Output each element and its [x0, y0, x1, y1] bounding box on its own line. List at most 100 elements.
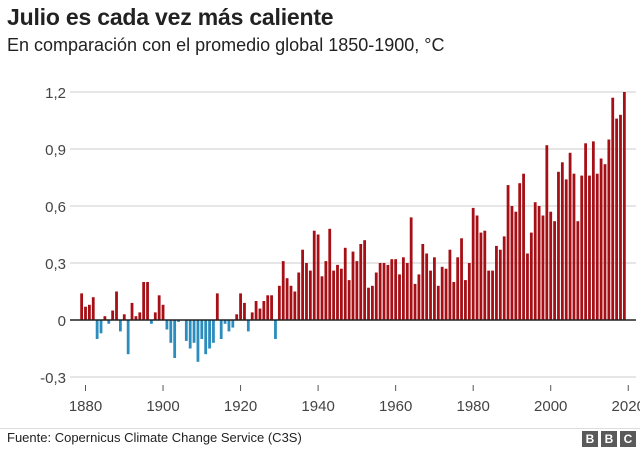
bar	[250, 312, 254, 320]
bar	[436, 285, 440, 320]
bar	[526, 253, 529, 320]
source-note: Fuente: Copernicus Climate Change Servic…	[7, 430, 302, 445]
bar	[549, 211, 553, 320]
bar	[615, 118, 619, 320]
bar	[270, 295, 273, 320]
bar	[359, 244, 363, 320]
bar	[297, 272, 301, 320]
axes: -0,3 0 0,3 0,6 0,9 1,2 1880 1900 1920 1940 1960 198…	[40, 85, 640, 415]
y-tick-label: 0,9	[45, 142, 66, 159]
bar	[452, 282, 456, 320]
bar	[557, 171, 560, 320]
bar	[320, 276, 324, 320]
bar	[502, 236, 506, 320]
bar	[328, 228, 332, 320]
bar	[440, 266, 444, 320]
bar	[433, 257, 436, 320]
bar	[599, 158, 603, 320]
bar	[305, 263, 308, 320]
y-tick-label: 0	[58, 313, 66, 330]
bbc-logo: B B C	[582, 431, 636, 447]
bar	[312, 230, 316, 320]
bar	[258, 308, 262, 320]
bar	[130, 302, 134, 320]
bar	[339, 268, 343, 320]
bar	[243, 302, 246, 320]
footer-divider	[0, 428, 640, 429]
bar	[402, 257, 405, 320]
bar	[103, 316, 107, 320]
bar	[91, 297, 95, 320]
bar	[196, 320, 200, 362]
bar	[355, 261, 359, 320]
bar	[285, 278, 289, 320]
bar	[483, 230, 487, 320]
bar	[514, 211, 518, 320]
bar	[95, 320, 99, 339]
bar	[161, 304, 165, 320]
bar	[254, 301, 258, 320]
bar	[533, 202, 537, 320]
bar	[405, 263, 409, 320]
bar	[510, 206, 514, 320]
bar	[165, 320, 169, 330]
bar	[460, 238, 463, 320]
bar-chart: -0,3 0 0,3 0,6 0,9 1,2 1880 1900 1920 1940 1960 198…	[40, 85, 640, 415]
bar	[246, 320, 250, 332]
bar	[398, 274, 401, 320]
logo-letter: B	[582, 431, 598, 447]
bar	[301, 249, 304, 320]
bar	[215, 293, 219, 320]
x-tick-label: 2020	[612, 398, 640, 415]
bar	[367, 287, 370, 320]
bar	[111, 310, 115, 320]
bar	[277, 285, 281, 320]
bar	[588, 175, 591, 320]
bar	[231, 320, 235, 328]
x-tick-label: 1880	[69, 398, 102, 415]
bar	[506, 185, 510, 320]
y-tick-label: 0,3	[45, 256, 66, 273]
y-tick-label: 0,6	[45, 199, 66, 216]
bar	[467, 263, 471, 320]
bar	[417, 274, 421, 320]
bar	[409, 217, 413, 320]
bar	[219, 320, 223, 339]
bar	[87, 304, 91, 320]
bar	[390, 259, 394, 320]
bar	[274, 320, 277, 339]
x-tick-label: 1920	[224, 398, 257, 415]
bar	[394, 259, 398, 320]
bar	[192, 320, 196, 343]
bar	[293, 291, 297, 320]
y-tick-label: 1,2	[45, 85, 66, 102]
bar	[386, 264, 390, 320]
bar	[611, 97, 615, 320]
bar	[188, 320, 192, 349]
bar	[448, 249, 452, 320]
bar	[134, 316, 138, 320]
bar	[495, 245, 498, 320]
bar	[595, 173, 599, 320]
bar	[425, 253, 429, 320]
bar	[576, 221, 580, 320]
bar	[580, 175, 584, 320]
bar	[173, 320, 177, 358]
bar	[572, 173, 576, 320]
bar	[122, 314, 126, 320]
bar	[382, 263, 386, 320]
bar	[529, 232, 533, 320]
bar	[212, 320, 215, 343]
bar	[80, 293, 84, 320]
bar	[332, 270, 336, 320]
bar	[227, 320, 231, 332]
bar	[208, 320, 211, 349]
bar	[115, 291, 118, 320]
bar	[363, 240, 367, 320]
bar	[239, 293, 242, 320]
bar	[266, 295, 270, 320]
bar	[169, 320, 173, 343]
bar	[421, 244, 425, 320]
bars	[80, 92, 626, 362]
bar	[456, 257, 460, 320]
